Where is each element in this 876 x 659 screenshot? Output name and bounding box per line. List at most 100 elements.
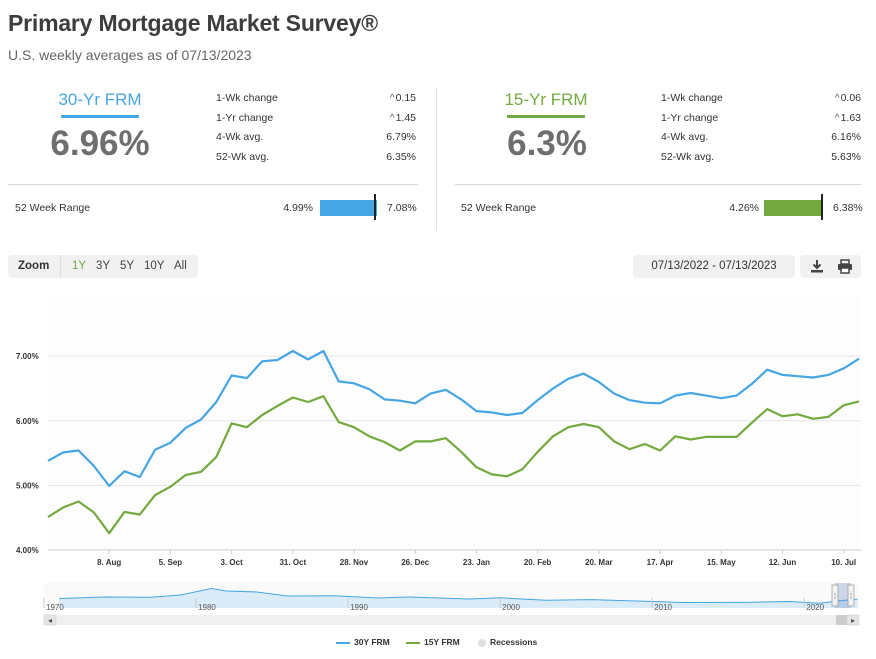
navigator-left-handle-grip: ⁞ — [834, 592, 836, 601]
navigator-year-label: 2020 — [806, 603, 824, 612]
zoom-1y-button[interactable]: 1Y — [72, 260, 87, 272]
series-line-15y-frm[interactable] — [47, 395, 860, 535]
plot-background — [48, 298, 861, 550]
stat-label: 4-Wk avg. — [661, 131, 709, 144]
range-low: 4.99% — [283, 202, 313, 214]
legend-item-30y[interactable]: 30Y FRM — [336, 637, 390, 647]
legend-swatch — [478, 638, 486, 647]
stat-label: 1-Wk change — [216, 92, 278, 104]
divider — [455, 184, 861, 185]
legend-item-15y[interactable]: 15Y FRM — [406, 637, 460, 647]
stat-value: 6.16% — [831, 131, 861, 144]
frm30-underline — [61, 115, 139, 118]
navigator-year-labels: 1970 1980 1990 2000 2010 2020 — [43, 598, 825, 612]
frm30-title[interactable]: 30-Yr FRM — [58, 90, 142, 109]
print-icon[interactable] — [836, 258, 854, 275]
frm15-panel: 15-Yr FRM 6.3% 1-Wk change ^0.06 1-Yr ch… — [455, 88, 865, 230]
legend-item-recessions[interactable]: Recessions — [478, 637, 537, 647]
date-range-input[interactable]: 07/13/2022 - 07/13/2023 — [633, 255, 795, 278]
y-axis: 4.00% 5.00% 6.00% 7.00% — [16, 352, 861, 555]
stat-value: 6.79% — [386, 131, 416, 144]
navigator-selection[interactable] — [835, 583, 851, 608]
stat-row: 1-Wk change ^0.15 — [216, 90, 416, 110]
navigator-right-handle-grip: ⁞ — [850, 592, 852, 601]
scrollbar-track[interactable] — [44, 615, 859, 625]
stat-label: 52-Wk avg. — [661, 151, 715, 164]
download-icon[interactable] — [808, 258, 826, 275]
stat-value: ^0.06 — [834, 92, 861, 104]
scroll-left-button[interactable] — [43, 614, 57, 626]
navigator-left-handle[interactable] — [831, 584, 839, 607]
stat-label: 4-Wk avg. — [216, 131, 264, 144]
legend-swatch — [406, 641, 420, 644]
scroll-right-button[interactable] — [846, 614, 860, 626]
caret-up-icon: ^ — [389, 112, 395, 124]
stat-label: 52-Wk avg. — [216, 151, 270, 164]
range-current-marker — [374, 194, 376, 220]
frm15-title[interactable]: 15-Yr FRM — [504, 90, 588, 109]
frm30-stats: 1-Wk change ^0.15 1-Yr change ^1.45 4-Wk… — [216, 90, 416, 169]
x-tick-label: 15. May — [707, 558, 736, 567]
stat-row: 4-Wk avg. 6.16% — [661, 129, 861, 149]
navigator-right-handle[interactable] — [847, 584, 855, 607]
stat-label: 1-Yr change — [216, 111, 274, 124]
x-tick-label: 10. Jul — [831, 558, 856, 567]
stat-label: 1-Wk change — [661, 92, 723, 104]
panel-divider — [436, 88, 437, 230]
export-buttons — [800, 255, 861, 278]
stat-value: ^1.63 — [834, 111, 861, 124]
range-bar — [320, 200, 377, 216]
x-axis: 8. Aug 5. Sep 3. Oct 31. Oct 28. Nov 26. Dec 2… — [97, 550, 856, 567]
navigator-year-label: 1980 — [198, 603, 216, 612]
navigator-year-label: 2010 — [654, 603, 672, 612]
y-tick-label: 5.00% — [16, 481, 39, 490]
range-label: 52 Week Range — [15, 202, 91, 214]
x-tick-label: 20. Feb — [524, 558, 552, 567]
series-lines — [47, 349, 860, 535]
zoom-all-button[interactable]: All — [174, 260, 187, 272]
frm15-stats: 1-Wk change ^0.06 1-Yr change ^1.63 4-Wk… — [661, 90, 861, 169]
zoom-10y-button[interactable]: 10Y — [144, 260, 165, 272]
scroll-right-icon: ▸ — [851, 616, 855, 625]
stat-row: 1-Yr change ^1.63 — [661, 110, 861, 130]
time-navigator[interactable]: 1970 1980 1990 2000 2010 2020 ⁞ ⁞ ◂ ▸ — [0, 583, 876, 628]
legend-label: Recessions — [490, 637, 538, 647]
x-tick-label: 8. Aug — [97, 558, 121, 567]
series-line-30y-frm[interactable] — [47, 349, 860, 488]
legend-swatch — [336, 641, 350, 644]
range-current-marker — [821, 194, 823, 220]
y-tick-label: 4.00% — [16, 546, 39, 555]
frm30-panel: 30-Yr FRM 6.96% 1-Wk change ^0.15 1-Yr c… — [8, 88, 418, 230]
caret-up-icon: ^ — [834, 93, 840, 104]
stat-value: 5.63% — [831, 151, 861, 164]
navigator-year-label: 2000 — [502, 603, 520, 612]
zoom-label: Zoom — [18, 260, 50, 272]
navigator-line — [59, 587, 858, 604]
caret-up-icon: ^ — [389, 93, 395, 104]
frm15-underline — [507, 115, 585, 118]
stat-value: ^0.15 — [389, 92, 416, 104]
stat-row: 1-Yr change ^1.45 — [216, 110, 416, 130]
rate-chart[interactable]: 4.00% 5.00% 6.00% 7.00% 8. Aug 5. Sep 3. Oct 3… — [0, 290, 876, 575]
stat-value: ^1.45 — [389, 111, 416, 124]
x-tick-label: 3. Oct — [221, 558, 244, 567]
stat-row: 52-Wk avg. 6.35% — [216, 149, 416, 169]
navigator-year-label: 1990 — [350, 603, 368, 612]
x-tick-label: 31. Oct — [279, 558, 306, 567]
zoom-5y-button[interactable]: 5Y — [120, 260, 135, 272]
range-high: 7.08% — [387, 202, 417, 214]
x-tick-label: 23. Jan — [463, 558, 490, 567]
legend-label: 15Y FRM — [424, 637, 460, 647]
zoom-3y-button[interactable]: 3Y — [96, 260, 111, 272]
legend-label: 30Y FRM — [354, 637, 390, 647]
divider — [8, 184, 418, 185]
stat-row: 52-Wk avg. 5.63% — [661, 149, 861, 169]
chart-grid — [48, 298, 861, 551]
range-label: 52 Week Range — [461, 202, 537, 214]
x-tick-label: 28. Nov — [340, 558, 369, 567]
scroll-left-icon: ◂ — [48, 616, 52, 625]
y-tick-label: 6.00% — [16, 417, 39, 426]
x-tick-label: 12. Jun — [769, 558, 797, 567]
page-title: Primary Mortgage Market Survey® — [8, 10, 378, 36]
x-tick-label: 5. Sep — [159, 558, 183, 567]
